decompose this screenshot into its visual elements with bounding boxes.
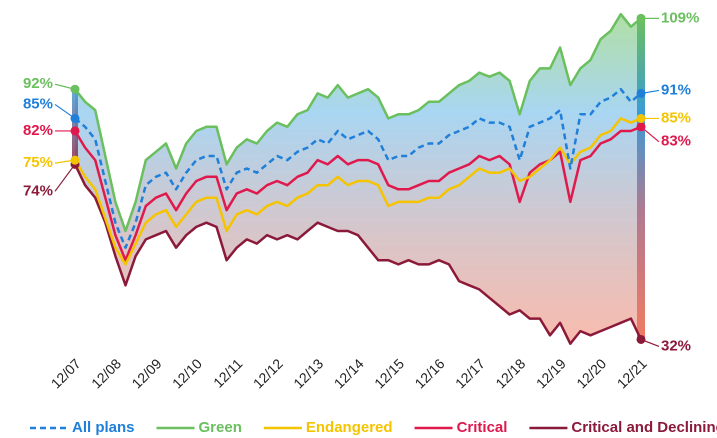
label-leader xyxy=(640,338,660,348)
value-label: 83% xyxy=(661,133,691,150)
series-line xyxy=(73,163,643,345)
value-label: 74% xyxy=(23,182,53,199)
value-label: 85% xyxy=(23,95,53,112)
x-tick-label: 12/20 xyxy=(573,355,609,391)
x-tick-label: 12/15 xyxy=(371,355,407,391)
x-tick-label: 12/11 xyxy=(210,355,246,391)
legend-label: Critical xyxy=(457,419,508,436)
legend-label: Green xyxy=(199,419,242,436)
value-label: 109% xyxy=(661,9,699,26)
x-tick-label: 12/18 xyxy=(492,355,528,391)
range-area xyxy=(75,14,641,344)
x-tick-label: 12/19 xyxy=(533,355,569,391)
value-label: 32% xyxy=(661,337,691,354)
value-label: 75% xyxy=(23,154,53,171)
legend: All plans Green Endangered Critical Critical… xyxy=(30,419,717,436)
label-leader xyxy=(54,159,76,164)
value-label: 85% xyxy=(661,109,691,126)
label-leader xyxy=(640,126,660,143)
x-tick-label: 12/08 xyxy=(88,355,124,391)
x-tick-label: 12/09 xyxy=(129,355,165,391)
x-tick-label: 12/21 xyxy=(614,355,650,391)
legend-label: Endangered xyxy=(306,419,393,436)
label-leader xyxy=(640,89,660,95)
x-tick-label: 12/16 xyxy=(412,355,448,391)
range-bar xyxy=(637,18,645,340)
value-label: 91% xyxy=(661,81,691,98)
label-leader xyxy=(54,163,76,192)
x-tick-label: 12/17 xyxy=(452,355,488,391)
series-line xyxy=(73,117,642,266)
x-tick-label: 12/07 xyxy=(48,355,84,391)
legend-label: All plans xyxy=(72,419,135,436)
value-label: 92% xyxy=(23,75,53,92)
x-tick-label: 12/12 xyxy=(250,355,286,391)
x-tick-label: 12/13 xyxy=(290,355,326,391)
label-leader xyxy=(54,83,76,90)
x-tick-label: 12/10 xyxy=(169,355,205,391)
legend-label: Critical and Declining xyxy=(571,419,717,436)
value-label: 82% xyxy=(23,122,53,139)
x-tick-label: 12/14 xyxy=(331,355,367,391)
label-leader xyxy=(54,103,76,119)
series-line xyxy=(74,12,642,233)
